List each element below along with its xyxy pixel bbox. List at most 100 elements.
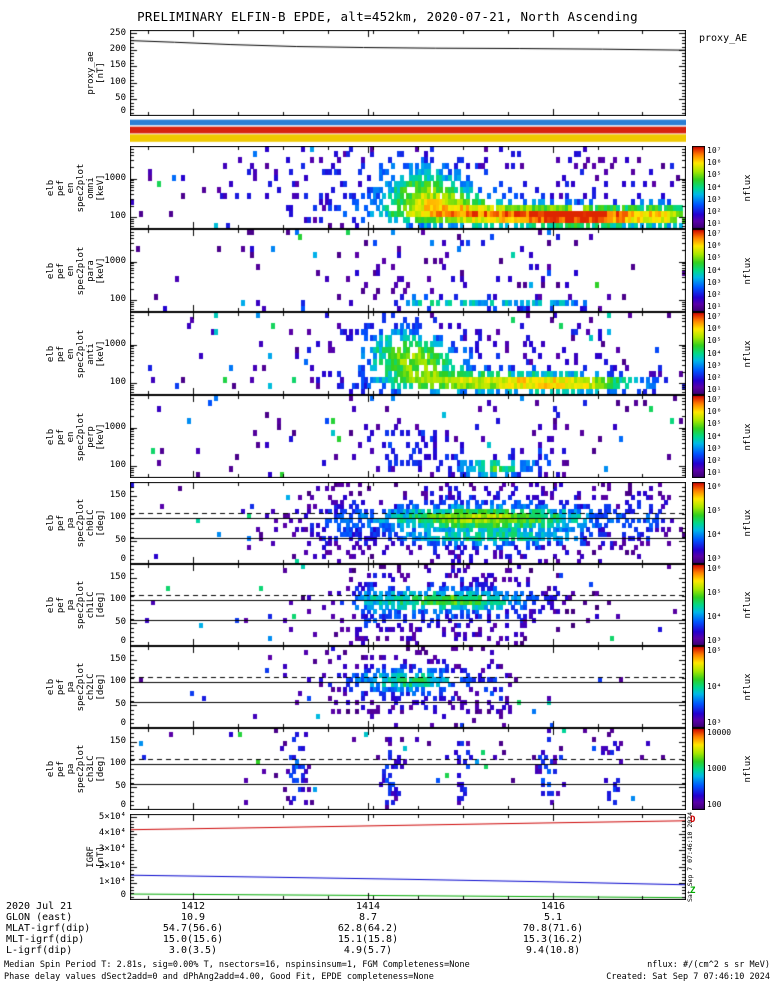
colorbar-tick-label: 10⁶ [707, 407, 722, 417]
ytick-label: 2×10⁴ [98, 860, 126, 871]
colorbar-tick-label: 10³ [707, 636, 722, 645]
axis-title-pa_ch3: elb pef pa spec2plot ch3LC [deg] [46, 744, 106, 794]
colorbar-tick-label: 10³ [707, 277, 722, 287]
colorbar-tick-label: 10⁶ [707, 324, 722, 334]
colorbar-tick-label: 10³ [707, 443, 722, 453]
ytick-label: 0 [120, 106, 126, 116]
colorbar-pa_ch3 [692, 728, 705, 810]
axis-title-pa_ch1: elb pef pa spec2plot ch1LC [deg] [46, 580, 106, 630]
colorbar-tick-label: 10² [707, 206, 722, 216]
ytick-label: 100 [109, 594, 126, 605]
ytick-label: 100 [109, 294, 126, 305]
ytick-label: 100 [109, 76, 126, 87]
panel-proxy_ae [130, 30, 686, 116]
axis-value: 5.1 [543, 912, 563, 923]
axis-row-label: GLON (east) [6, 912, 73, 923]
colorbar-tick-label: 100 [707, 800, 722, 809]
axis-title-en_perp: elb pef en spec2plot perp [keV] [46, 412, 106, 461]
axis-value: 1414 [355, 901, 381, 912]
colorbar-title: nflux [743, 339, 753, 368]
panel-en_para [130, 229, 686, 312]
axis-value: 9.4(10.8) [525, 945, 581, 956]
axis-value: 4.9(5.7) [343, 945, 393, 956]
colorbar-tick-label: 10⁷ [707, 146, 722, 155]
colorbar-tick-label: 10⁴ [707, 682, 722, 691]
colorbar-tick-label: 10³ [707, 718, 722, 727]
axis-title-en_para: elb pef en spec2plot para [keV] [46, 246, 106, 295]
axis-value: 10.9 [180, 912, 206, 923]
colorbar-tick-label: 10² [707, 372, 722, 382]
colorbar-tick-label: 10⁴ [707, 265, 722, 275]
colorbar-tick-label: 10000 [707, 728, 732, 737]
axis-value: 3.0(3.5) [168, 945, 218, 956]
ytick-label: 50 [115, 93, 126, 104]
colorbar-tick-label: 10¹ [707, 219, 722, 228]
colorbar-pa_ch2 [692, 646, 705, 728]
ytick-label: 100 [109, 758, 126, 769]
panel-pa_ch3 [130, 728, 686, 810]
panel-en_anti [130, 312, 686, 395]
colorbar-tick-label: 10⁴ [707, 431, 722, 441]
panel-pa_ch1 [130, 564, 686, 646]
colorbar-tick-label: 10⁷ [707, 395, 722, 404]
ytick-label: 100 [109, 512, 126, 523]
panel-pa_ch0 [130, 482, 686, 564]
panel-pa_ch2 [130, 646, 686, 728]
colorbar-title: nflux [743, 591, 753, 619]
colorbar-tick-label: 10⁵ [707, 170, 722, 180]
colorbar-tick-label: 10⁶ [707, 158, 722, 168]
axis-value: 70.8(71.6) [522, 923, 584, 934]
colorbar-tick-label: 10² [707, 455, 722, 465]
axis-value: 15.3(16.2) [522, 934, 584, 945]
line-end-marker: Z [690, 886, 696, 897]
axis-row-label: L-igrf(dip) [6, 945, 73, 956]
ytick-label: 1000 [104, 255, 126, 266]
colorbar-en_perp [692, 395, 705, 478]
colorbar-en_omni [692, 146, 705, 229]
colorbar-title: nflux [743, 256, 753, 285]
ytick-label: 100 [109, 377, 126, 388]
ytick-label: 100 [109, 460, 126, 471]
colorbar-tick-label: 10⁴ [707, 348, 722, 358]
ytick-label: 50 [115, 617, 126, 628]
footer-right-1: nflux: #/(cm^2 s sr MeV) [647, 960, 770, 970]
axis-value: 62.8(64.2) [337, 923, 399, 934]
colorbar-title: nflux [743, 173, 753, 202]
colorbar-tick-label: 10⁶ [707, 564, 722, 573]
ytick-label: 0 [120, 718, 126, 728]
colorbar-tick-label: 10³ [707, 194, 722, 204]
line-end-marker: D [690, 815, 696, 826]
colorbar-en_para [692, 229, 705, 312]
ytick-label: 1000 [104, 172, 126, 183]
colorbar-title: nflux [743, 673, 753, 701]
ytick-label: 150 [109, 571, 126, 582]
axis-value: 1416 [540, 901, 566, 912]
colorbar-tick-label: 10¹ [707, 385, 722, 394]
plot-title: PRELIMINARY ELFIN-B EPDE, alt=452km, 202… [137, 9, 638, 24]
axis-title-igrf: IGRF [nT] [86, 846, 106, 868]
colorbar-tick-label: 10⁵ [707, 419, 722, 429]
ytick-label: 50 [115, 781, 126, 792]
axis-title-proxy_ae: proxy_ae [nT] [86, 51, 106, 95]
proxy-ae-legend: proxy_AE [699, 33, 748, 44]
colorbar-pa_ch1 [692, 564, 705, 646]
footer-left-2: Phase delay values dSect2add=0 and dPhAn… [4, 972, 434, 982]
colorbar-tick-label: 10⁵ [707, 505, 722, 515]
axis-value: 15.1(15.8) [337, 934, 399, 945]
ytick-label: 0 [120, 554, 126, 564]
ytick-label: 1000 [104, 421, 126, 432]
axis-value: 1412 [180, 901, 206, 912]
ytick-label: 0 [120, 636, 126, 646]
axis-value: 15.0(15.6) [162, 934, 224, 945]
ytick-label: 200 [109, 43, 126, 54]
panel-flags [130, 119, 686, 143]
colorbar-tick-label: 10⁵ [707, 587, 722, 597]
colorbar-tick-label: 10³ [707, 360, 722, 370]
colorbar-tick-label: 10⁵ [707, 336, 722, 346]
colorbar-tick-label: 10¹ [707, 468, 722, 477]
axis-title-en_anti: elb pef en spec2plot anti [keV] [46, 329, 106, 378]
colorbar-tick-label: 10⁷ [707, 312, 722, 321]
colorbar-tick-label: 10⁶ [707, 482, 722, 491]
ytick-label: 3×10⁴ [98, 844, 126, 855]
